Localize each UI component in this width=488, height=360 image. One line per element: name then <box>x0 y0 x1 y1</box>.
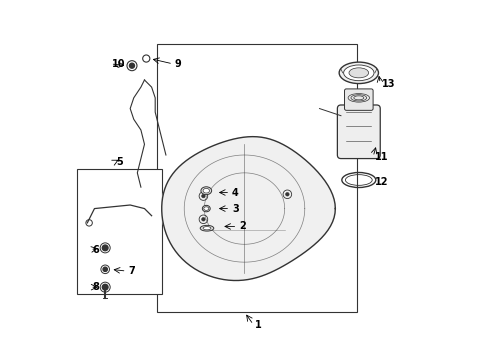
Text: 10: 10 <box>112 59 125 69</box>
Polygon shape <box>162 137 335 280</box>
Text: 2: 2 <box>239 221 245 231</box>
Text: 13: 13 <box>381 78 395 89</box>
FancyBboxPatch shape <box>337 105 380 158</box>
Text: 3: 3 <box>231 203 238 213</box>
Bar <box>157 44 356 312</box>
Ellipse shape <box>339 62 378 84</box>
Circle shape <box>285 193 288 196</box>
Circle shape <box>201 194 205 198</box>
Ellipse shape <box>202 205 210 212</box>
Text: 7: 7 <box>128 266 135 276</box>
Ellipse shape <box>200 225 213 231</box>
Circle shape <box>201 217 205 221</box>
Circle shape <box>102 245 108 251</box>
Text: 6: 6 <box>92 245 99 255</box>
Ellipse shape <box>203 207 208 210</box>
Text: 4: 4 <box>231 188 238 198</box>
Circle shape <box>103 267 107 271</box>
Text: 1: 1 <box>255 320 262 330</box>
Ellipse shape <box>203 188 209 193</box>
Ellipse shape <box>348 68 368 78</box>
Text: 9: 9 <box>175 59 181 69</box>
Bar <box>77 169 162 294</box>
Circle shape <box>102 284 108 290</box>
Ellipse shape <box>201 187 211 195</box>
FancyBboxPatch shape <box>344 89 372 111</box>
Text: 12: 12 <box>374 177 387 187</box>
Ellipse shape <box>203 226 210 230</box>
Ellipse shape <box>343 65 373 81</box>
Text: 5: 5 <box>116 157 122 167</box>
Text: 11: 11 <box>374 152 387 162</box>
Text: 8: 8 <box>92 282 99 292</box>
Circle shape <box>129 63 134 68</box>
